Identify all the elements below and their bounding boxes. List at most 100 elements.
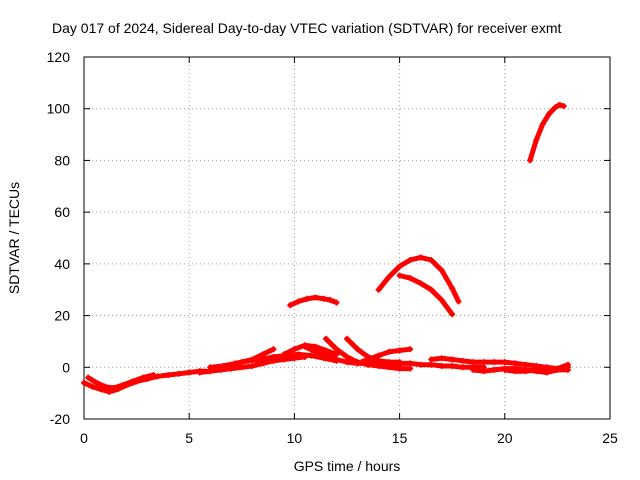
data-point	[539, 121, 546, 128]
data-point	[455, 298, 462, 305]
series-arc-14	[501, 361, 571, 375]
data-point	[480, 368, 487, 375]
data-point	[428, 361, 435, 368]
data-point	[344, 335, 350, 342]
data-point	[344, 353, 350, 360]
data-point	[304, 295, 311, 302]
data-point	[428, 356, 435, 363]
data-point	[249, 362, 256, 369]
data-point	[560, 103, 567, 110]
data-point	[564, 366, 571, 373]
data-point	[81, 379, 87, 386]
series-arc-11	[365, 360, 487, 371]
data-point	[129, 378, 136, 385]
data-point	[533, 366, 540, 373]
data-point	[249, 356, 256, 363]
data-point	[291, 346, 298, 353]
data-point	[438, 297, 445, 304]
data-point	[365, 356, 372, 363]
series-arc-18	[527, 101, 567, 164]
y-tick-label: 80	[54, 152, 70, 168]
data-point	[110, 384, 117, 391]
data-point	[312, 294, 319, 301]
data-point	[501, 366, 508, 373]
axis-ticks: 0 5 10 15 20 25 -20 0 20 40 60 80 100 120	[47, 49, 618, 446]
data-point	[333, 351, 340, 358]
data-point	[428, 256, 435, 263]
data-point	[333, 346, 340, 353]
data-point	[470, 366, 477, 373]
data-series	[81, 101, 571, 395]
y-tick-label: 120	[47, 49, 71, 65]
data-point	[344, 359, 350, 366]
series-arc-10	[354, 346, 414, 367]
data-point	[491, 359, 498, 366]
grid-lines	[84, 57, 610, 419]
data-point	[545, 110, 552, 117]
data-point	[407, 346, 414, 353]
plot-frame	[83, 56, 611, 420]
y-tick-label: 60	[54, 204, 70, 220]
data-point	[295, 351, 302, 358]
data-point	[449, 356, 456, 363]
data-point	[459, 364, 466, 371]
data-point	[396, 272, 403, 279]
data-point	[386, 273, 393, 280]
x-tick-label: 20	[497, 430, 513, 446]
data-point	[449, 311, 456, 318]
data-point	[89, 383, 96, 390]
series-line	[376, 254, 461, 304]
data-point	[512, 368, 519, 375]
x-tick-label: 10	[287, 430, 303, 446]
data-point	[118, 382, 125, 389]
x-tick-label: 5	[185, 430, 193, 446]
x-tick-label: 0	[80, 430, 88, 446]
data-point	[396, 365, 403, 372]
data-point	[552, 104, 559, 111]
y-tick-label: 0	[62, 359, 70, 375]
data-point	[386, 360, 393, 367]
data-point	[480, 359, 487, 366]
data-point	[375, 286, 382, 293]
data-point	[259, 351, 266, 358]
data-point	[396, 347, 403, 354]
data-point	[287, 302, 294, 309]
data-point	[449, 362, 456, 369]
data-point	[295, 298, 302, 305]
series-arc-16	[375, 254, 462, 305]
data-point	[228, 361, 235, 368]
data-point	[512, 360, 519, 367]
data-point	[354, 360, 361, 367]
data-point	[396, 360, 403, 367]
y-tick-label: 20	[54, 308, 70, 324]
data-point	[333, 299, 340, 306]
data-point	[438, 267, 445, 274]
data-point	[407, 365, 414, 372]
data-point	[396, 263, 403, 270]
data-point	[102, 383, 109, 390]
data-point	[522, 361, 529, 368]
data-point	[320, 295, 327, 302]
data-point	[428, 286, 435, 293]
data-point	[322, 352, 329, 359]
data-point	[186, 369, 193, 376]
data-point	[533, 136, 540, 143]
data-point	[207, 364, 214, 371]
data-point	[270, 346, 277, 353]
data-point	[139, 374, 146, 381]
data-point	[527, 157, 534, 164]
series-line	[218, 346, 276, 373]
data-point	[354, 346, 361, 353]
data-point	[407, 360, 414, 367]
data-point	[417, 254, 424, 261]
data-point	[154, 373, 161, 380]
x-axis-label: GPS time / hours	[294, 458, 401, 474]
y-tick-label: 40	[54, 256, 70, 272]
y-tick-label: 100	[47, 101, 71, 117]
data-point	[417, 280, 424, 287]
data-point	[217, 366, 224, 373]
data-point	[501, 359, 508, 366]
data-point	[238, 364, 245, 371]
data-point	[270, 353, 277, 360]
data-point	[554, 365, 561, 372]
